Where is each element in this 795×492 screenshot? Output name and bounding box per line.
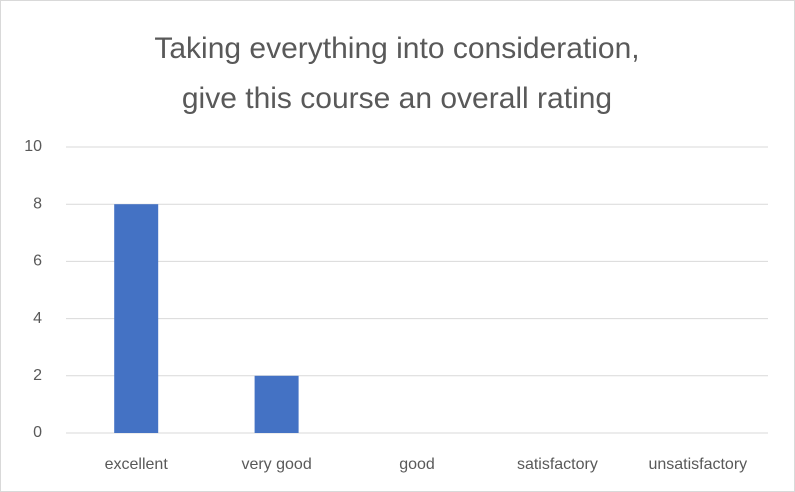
- x-tick-label: excellent: [105, 456, 169, 473]
- y-tick-label: 0: [33, 424, 42, 441]
- bar: [254, 375, 299, 433]
- y-tick-label: 4: [33, 310, 42, 327]
- chart-title: Taking everything into consideration,: [154, 32, 639, 65]
- y-tick-label: 6: [33, 253, 42, 270]
- x-tick-label: very good: [241, 456, 311, 473]
- y-tick-label: 8: [33, 195, 42, 212]
- bar: [114, 204, 159, 433]
- y-tick-label: 10: [24, 138, 42, 155]
- y-tick-label: 2: [33, 367, 42, 384]
- chart-title: give this course an overall rating: [182, 82, 612, 115]
- x-tick-label: good: [399, 456, 435, 473]
- x-tick-label: unsatisfactory: [648, 456, 747, 473]
- x-tick-label: satisfactory: [517, 456, 598, 473]
